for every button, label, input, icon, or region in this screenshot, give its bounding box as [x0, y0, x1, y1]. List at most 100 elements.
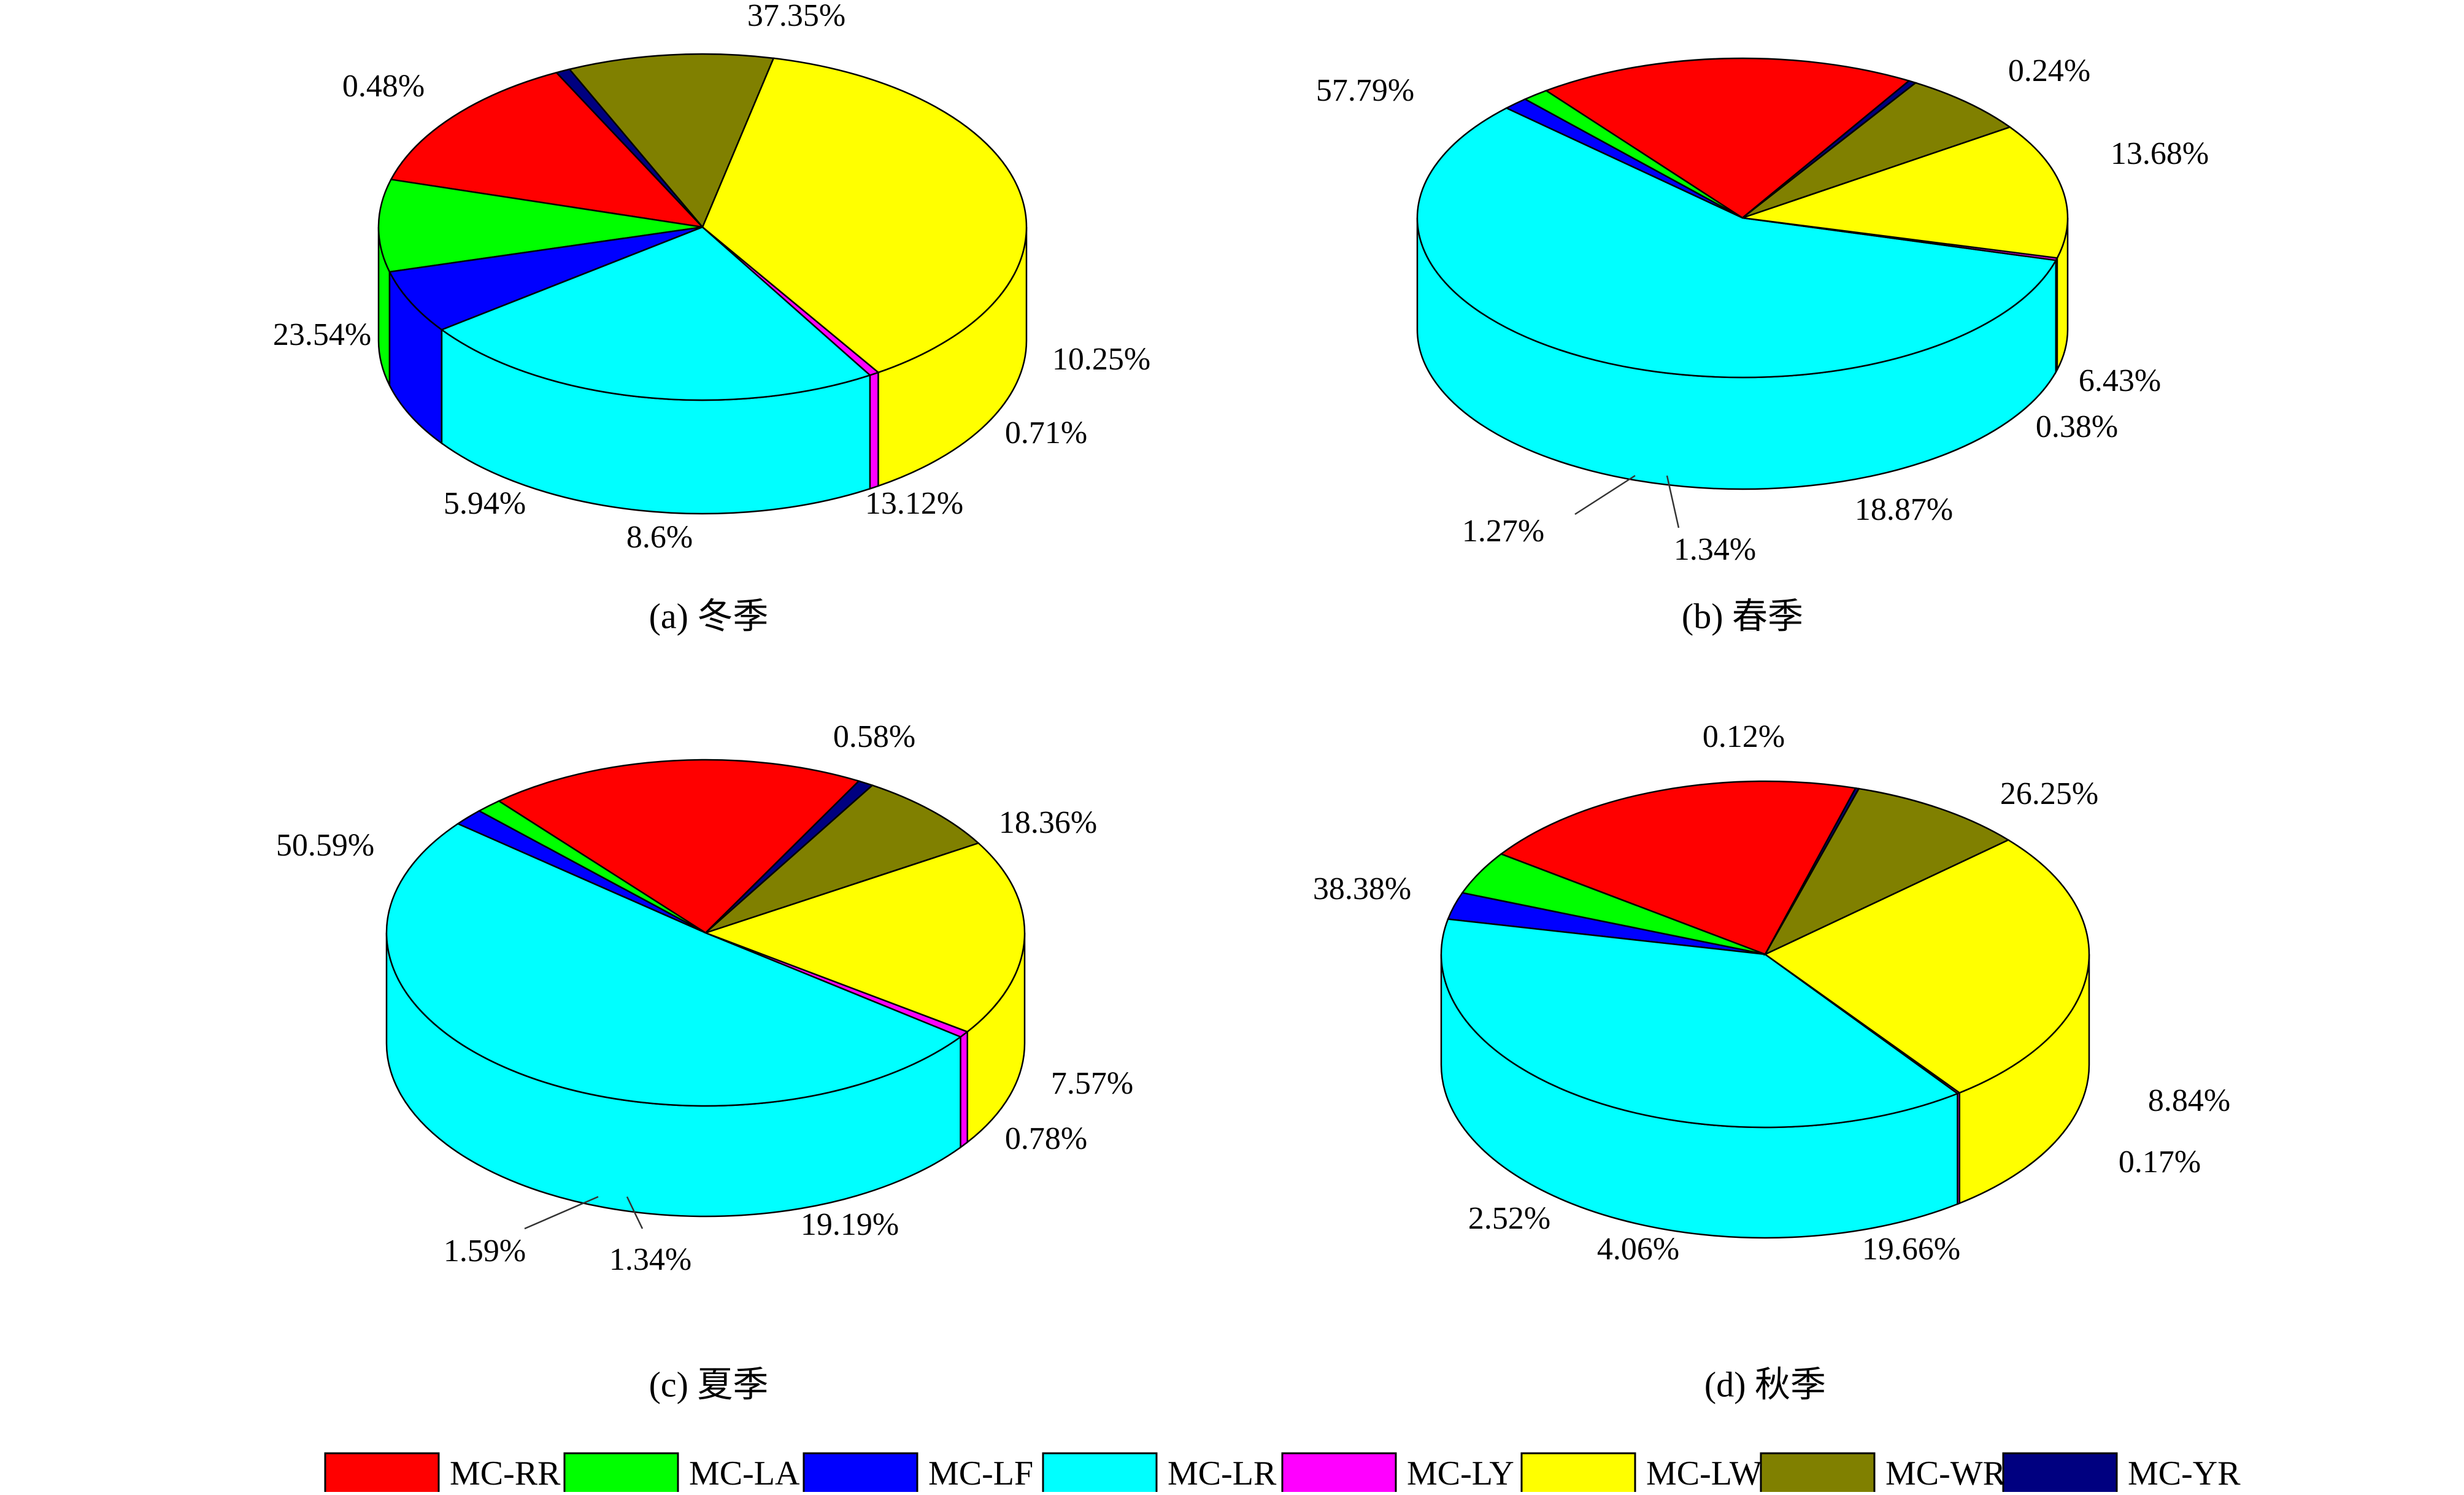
data-label-mc-wr: 8.84% [2148, 1083, 2230, 1118]
pie-slice-mc-lr [1440, 918, 1960, 1129]
pie-slice-mc-lr [385, 822, 963, 1107]
data-label-mc-lr: 57.79% [1316, 73, 1414, 108]
pie-slice-mc-lf [388, 226, 703, 331]
pie-slice-mc-wr [705, 784, 980, 934]
pie-slice-mc-yr [1742, 80, 1917, 218]
data-label-mc-wr: 6.43% [2079, 363, 2161, 398]
pie-side-mc-ly [869, 371, 879, 490]
data-label-mc-lr: 50.59% [276, 828, 374, 863]
data-label-mc-wr: 7.57% [1051, 1066, 1133, 1101]
pie-side-mc-ly [960, 1030, 968, 1149]
data-label-mc-rr: 19.19% [801, 1207, 899, 1242]
pie-slice-mc-rr [1500, 780, 1857, 956]
legend-swatch [563, 1452, 679, 1495]
data-label-mc-rr: 19.66% [1862, 1232, 1960, 1267]
pie-slice-mc-yr [705, 780, 874, 933]
data-label-mc-lf: 5.94% [444, 486, 526, 521]
data-label-mc-ly: 0.24% [2008, 53, 2090, 88]
legend-swatch [1281, 1452, 1397, 1495]
legend-label: MC-LW [1646, 1454, 1762, 1492]
data-label-mc-lw: 18.36% [999, 805, 1097, 840]
pie-slice-mc-wr [568, 53, 775, 229]
data-label-mc-lr: 23.54% [273, 317, 371, 352]
data-label-mc-lw: 26.25% [2000, 776, 2098, 811]
legend-swatch [1042, 1452, 1158, 1495]
data-label-mc-la: 8.6% [626, 520, 693, 555]
legend-item-mc-ly: MC-LY [1281, 1452, 1514, 1495]
pie-slice-mc-lr [440, 226, 872, 401]
data-label-mc-la: 1.34% [609, 1242, 691, 1277]
data-label-mc-ly: 0.48% [342, 69, 425, 104]
leader-line [524, 1196, 599, 1230]
data-label-mc-ly: 0.58% [833, 719, 915, 754]
data-label-mc-yr: 0.38% [2036, 409, 2118, 444]
chart-caption: (c) 夏季 [649, 1364, 769, 1404]
data-label-mc-la: 1.34% [1674, 532, 1756, 567]
data-label-mc-la: 4.06% [1597, 1232, 1679, 1267]
legend-label: MC-LR [1168, 1454, 1277, 1492]
pie-chart-1: 13.12% 8.6% 5.94% 23.54% 0.48% 37.35% 10.25% 0.… [273, 0, 1150, 636]
pie-slice-mc-lw [1763, 839, 2090, 1094]
legend: MC-RR MC-LA MC-LF MC-LR MC-LY MC-LW MC-WR MC-YR [324, 1452, 2241, 1495]
legend-item-mc-lf: MC-LF [803, 1452, 1033, 1495]
data-label-mc-yr: 0.17% [2119, 1145, 2201, 1180]
legend-label: MC-WR [1885, 1454, 2006, 1492]
data-label-mc-wr: 10.25% [1052, 342, 1150, 377]
data-label-mc-yr: 0.78% [1005, 1121, 1087, 1156]
data-label-mc-ly: 0.12% [1703, 719, 1785, 754]
data-label-mc-lf: 1.27% [1462, 514, 1544, 549]
pie-slice-mc-rr [390, 71, 705, 228]
legend-item-mc-yr: MC-YR [2002, 1452, 2241, 1495]
legend-label: MC-LF [928, 1454, 1033, 1492]
legend-item-mc-lw: MC-LW [1520, 1452, 1762, 1495]
pie-top-faces [1416, 57, 2069, 379]
pie-chart-2: 18.87% 1.34% 1.27% 57.79% 0.24% 13.68% 6.43% 0.… [1316, 53, 2209, 636]
legend-swatch [1520, 1452, 1636, 1495]
pie-chart-3: 19.19% 1.34% 1.59% 50.59% 0.58% 18.36% 7.57% 0.… [276, 719, 1133, 1404]
legend-label: MC-YR [2128, 1454, 2241, 1492]
pie-side-faces [377, 226, 1028, 515]
legend-swatch [803, 1452, 918, 1495]
pie-slice-mc-lw [701, 57, 1028, 374]
pie-top-faces [385, 759, 1026, 1107]
pie-slice-mc-rr [1544, 57, 1911, 219]
legend-item-mc-la: MC-LA [563, 1452, 800, 1495]
pie-slice-mc-lr [1416, 107, 2057, 379]
pie-top-faces [377, 53, 1028, 401]
pie-slice-mc-wr [1763, 787, 2010, 956]
legend-swatch [1760, 1452, 1876, 1495]
pie-slice-mc-lw [1742, 126, 2069, 259]
chart-caption: (d) 秋季 [1704, 1364, 1826, 1404]
legend-item-mc-wr: MC-WR [1760, 1452, 2006, 1495]
data-label-mc-rr: 13.12% [865, 486, 963, 521]
pie-slice-mc-wr [1742, 82, 2012, 219]
pie-slice-mc-yr [1764, 787, 1860, 955]
pie-slice-mc-rr [497, 759, 861, 934]
leader-line [626, 1196, 644, 1229]
legend-swatch [2002, 1452, 2118, 1495]
data-label-mc-lr: 38.38% [1313, 871, 1411, 906]
data-label-mc-rr: 18.87% [1855, 492, 1953, 527]
leader-line [1574, 474, 1636, 516]
legend-label: MC-LA [689, 1454, 800, 1492]
data-label-mc-yr: 0.71% [1005, 415, 1087, 450]
chart-caption: (b) 春季 [1682, 596, 1803, 636]
data-label-mc-lw: 13.68% [2111, 136, 2209, 171]
legend-label: MC-RR [450, 1454, 561, 1492]
data-label-mc-lw: 37.35% [747, 0, 845, 33]
legend-label: MC-LY [1407, 1454, 1514, 1492]
pie-slice-mc-lw [703, 842, 1026, 1033]
pie-slice-mc-yr [555, 68, 703, 228]
pie-slice-mc-la [377, 179, 703, 273]
leader-line [1666, 475, 1680, 528]
data-label-mc-lf: 1.59% [444, 1234, 526, 1269]
charts-layer: 13.12% 8.6% 5.94% 23.54% 0.48% 37.35% 10.25% 0.… [273, 0, 2230, 1404]
legend-swatch [324, 1452, 440, 1495]
pie-chart-4: 19.66% 4.06% 2.52% 38.38% 0.12% 26.25% 8.84% 0.… [1313, 719, 2230, 1404]
pie-top-faces [1440, 780, 2090, 1129]
legend-item-mc-rr: MC-RR [324, 1452, 561, 1495]
data-label-mc-lf: 2.52% [1468, 1201, 1550, 1236]
legend-item-mc-lr: MC-LR [1042, 1452, 1277, 1495]
